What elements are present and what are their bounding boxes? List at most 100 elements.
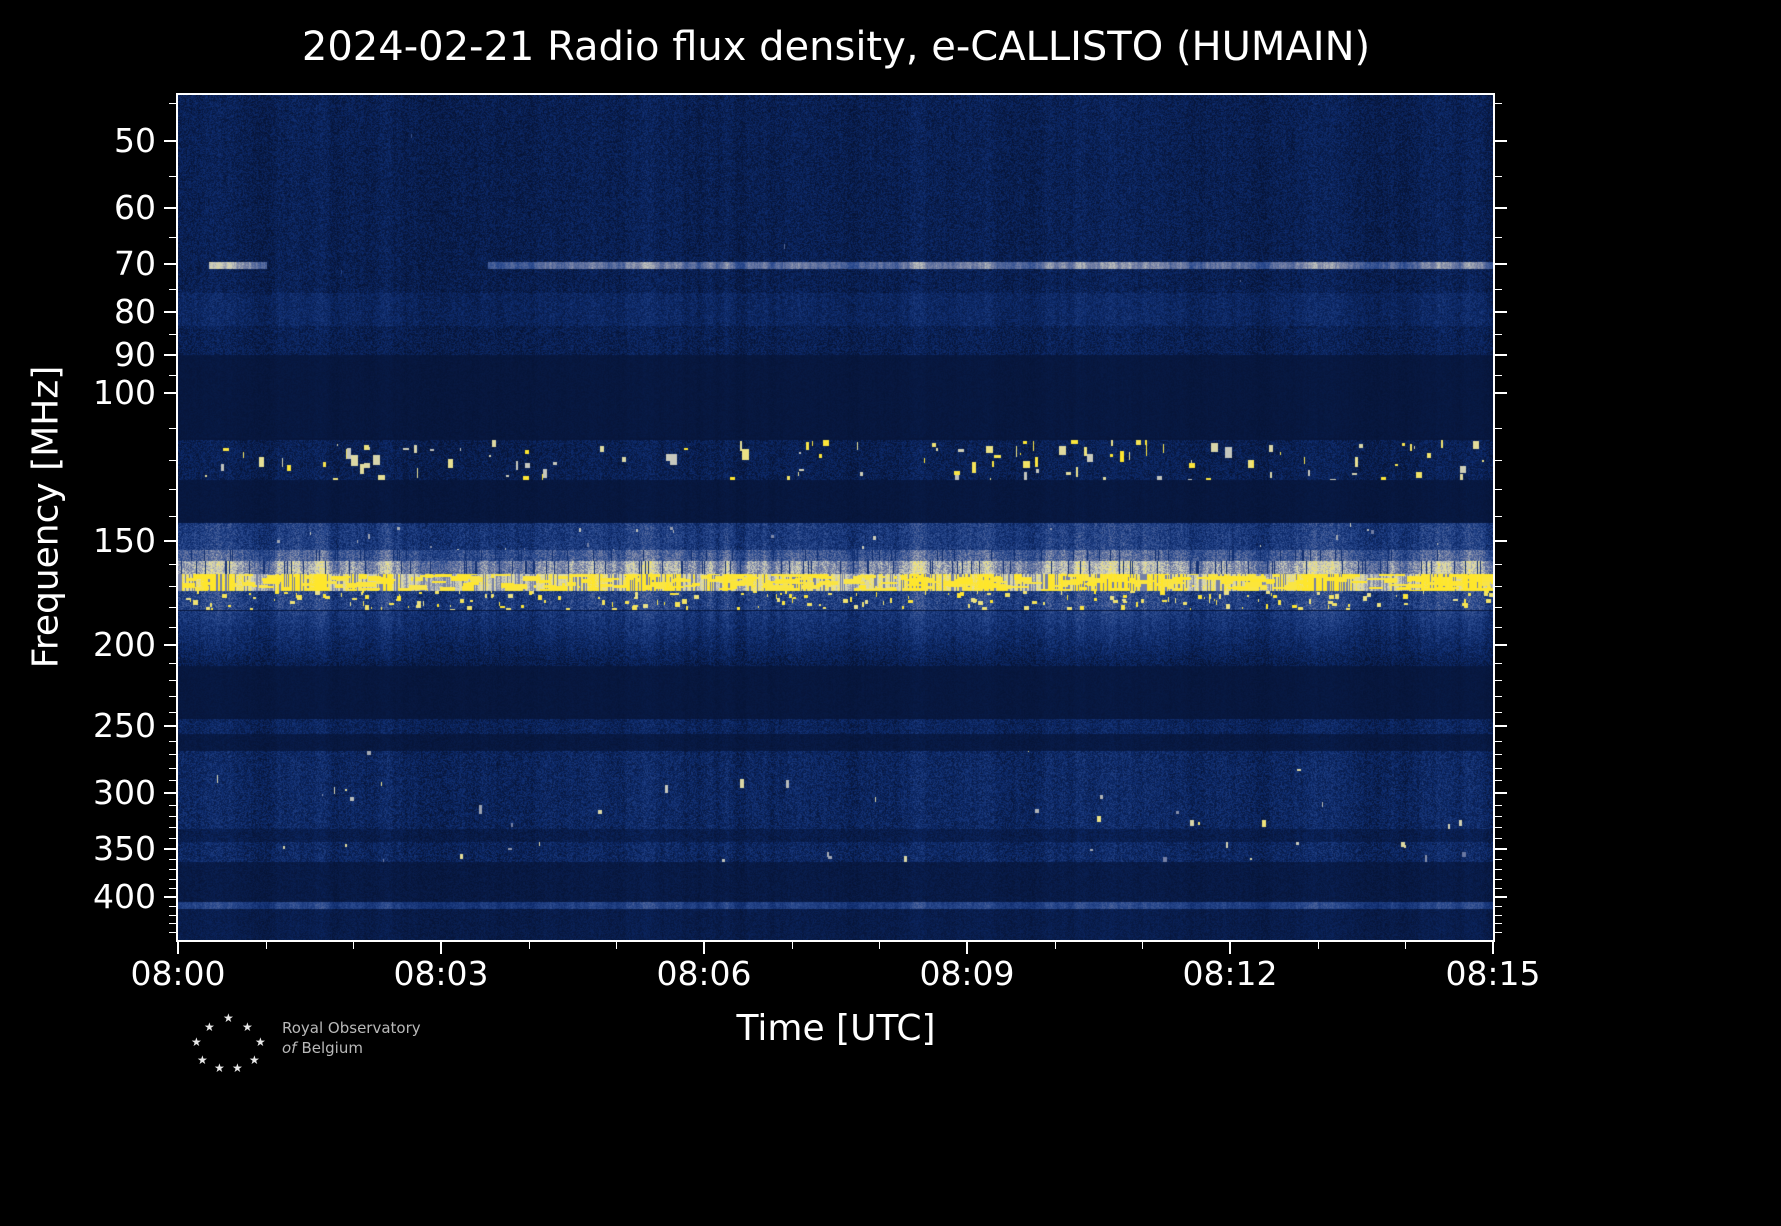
x-tick-label: 08:03 xyxy=(393,954,489,993)
y-minor-tick-right xyxy=(1495,887,1502,889)
y-minor-tick-left xyxy=(169,878,176,880)
y-minor-tick-left xyxy=(169,906,176,908)
y-minor-tick-left xyxy=(169,914,176,916)
organization-name-line1: Royal Observatory xyxy=(282,1019,421,1037)
x-major-tick xyxy=(440,942,442,954)
star-icon: ★ xyxy=(242,1020,253,1034)
y-minor-tick-left xyxy=(169,236,176,238)
y-major-tick-left xyxy=(164,354,176,357)
y-minor-tick-right xyxy=(1495,931,1502,933)
x-major-tick xyxy=(703,942,705,954)
y-major-tick-right xyxy=(1495,140,1507,143)
y-major-tick-right xyxy=(1495,725,1507,728)
organization-text: Royal Observatory of Belgium xyxy=(282,1018,421,1058)
y-minor-tick-right xyxy=(1495,428,1502,429)
y-tick-label: 80 xyxy=(114,292,156,332)
y-minor-tick-left xyxy=(169,288,176,290)
y-minor-tick-left xyxy=(169,740,176,742)
x-minor-tick xyxy=(791,942,793,949)
y-major-tick-left xyxy=(164,644,176,647)
x-tick-label: 08:09 xyxy=(919,954,1015,993)
x-major-tick xyxy=(1229,942,1231,954)
y-minor-tick-left xyxy=(169,858,176,860)
y-tick-label: 90 xyxy=(114,335,156,375)
y-minor-tick-left xyxy=(169,754,176,756)
y-minor-tick-right xyxy=(1495,488,1502,490)
x-axis-label: Time [UTC] xyxy=(736,1008,936,1049)
y-major-tick-left xyxy=(164,847,176,850)
x-tick-label: 08:00 xyxy=(130,954,226,993)
y-minor-tick-right xyxy=(1495,626,1502,628)
x-minor-tick xyxy=(616,942,618,949)
x-tick-label: 08:06 xyxy=(656,954,752,993)
y-minor-tick-right xyxy=(1495,374,1502,376)
y-major-tick-right xyxy=(1495,539,1507,542)
y-minor-tick-left xyxy=(169,428,176,429)
organization-of: of xyxy=(282,1039,297,1057)
x-tick-label: 08:15 xyxy=(1445,954,1541,993)
organization-country: Belgium xyxy=(301,1039,363,1057)
y-tick-label: 150 xyxy=(93,520,156,560)
y-major-tick-right xyxy=(1495,392,1507,395)
star-icon: ★ xyxy=(223,1011,234,1025)
y-major-tick-right xyxy=(1495,311,1507,314)
x-minor-tick xyxy=(353,942,355,949)
y-minor-tick-right xyxy=(1495,878,1502,880)
y-tick-label: 400 xyxy=(93,877,156,917)
y-minor-tick-left xyxy=(169,711,176,713)
y-major-tick-left xyxy=(164,539,176,542)
y-minor-tick-left xyxy=(169,374,176,376)
x-minor-tick xyxy=(265,942,267,949)
y-minor-tick-left xyxy=(169,515,176,517)
y-minor-tick-right xyxy=(1495,740,1502,742)
star-icon: ★ xyxy=(255,1035,266,1049)
star-icon: ★ xyxy=(214,1061,225,1075)
y-tick-label: 100 xyxy=(93,373,156,413)
y-major-tick-left xyxy=(164,896,176,899)
page-title: 2024-02-21 Radio flux density, e-CALLIST… xyxy=(301,24,1371,70)
y-minor-tick-left xyxy=(169,176,176,178)
y-minor-tick-right xyxy=(1495,838,1502,840)
star-icon: ★ xyxy=(191,1035,202,1049)
y-minor-tick-right xyxy=(1495,767,1502,769)
y-minor-tick-left xyxy=(169,767,176,769)
y-minor-tick-left xyxy=(169,868,176,870)
x-minor-tick xyxy=(1142,942,1144,949)
y-minor-tick-right xyxy=(1495,858,1502,860)
plot-area xyxy=(176,93,1495,942)
x-minor-tick xyxy=(1317,942,1319,949)
y-minor-tick-left xyxy=(169,816,176,818)
x-minor-tick xyxy=(879,942,881,949)
x-major-tick xyxy=(177,942,179,954)
y-minor-tick-left xyxy=(169,334,176,336)
y-major-tick-right xyxy=(1495,896,1507,899)
y-tick-label: 70 xyxy=(114,243,156,283)
x-tick-label: 08:12 xyxy=(1182,954,1278,993)
y-tick-label: 250 xyxy=(93,706,156,746)
y-minor-tick-left xyxy=(169,838,176,840)
y-minor-tick-right xyxy=(1495,914,1502,916)
y-major-tick-right xyxy=(1495,847,1507,850)
y-minor-tick-right xyxy=(1495,923,1502,925)
y-minor-tick-right xyxy=(1495,711,1502,713)
x-minor-tick xyxy=(1405,942,1407,949)
y-major-tick-left xyxy=(164,311,176,314)
y-minor-tick-right xyxy=(1495,103,1502,105)
organization-name-line2: of Belgium xyxy=(282,1038,421,1058)
x-major-tick xyxy=(966,942,968,954)
y-major-tick-right xyxy=(1495,354,1507,357)
y-major-tick-left xyxy=(164,206,176,209)
y-minor-tick-left xyxy=(169,488,176,490)
y-major-tick-left xyxy=(164,140,176,143)
y-minor-tick-left xyxy=(169,804,176,806)
rob-logo: ★ ★ ★ ★ ★ ★ ★ ★ ★ xyxy=(183,1011,267,1075)
y-minor-tick-left xyxy=(169,626,176,628)
y-tick-label: 300 xyxy=(93,772,156,812)
y-minor-tick-right xyxy=(1495,606,1502,608)
x-minor-tick xyxy=(528,942,530,949)
y-major-tick-right xyxy=(1495,791,1507,794)
y-minor-tick-right xyxy=(1495,754,1502,756)
y-minor-tick-right xyxy=(1495,236,1502,238)
y-major-tick-left xyxy=(164,262,176,265)
